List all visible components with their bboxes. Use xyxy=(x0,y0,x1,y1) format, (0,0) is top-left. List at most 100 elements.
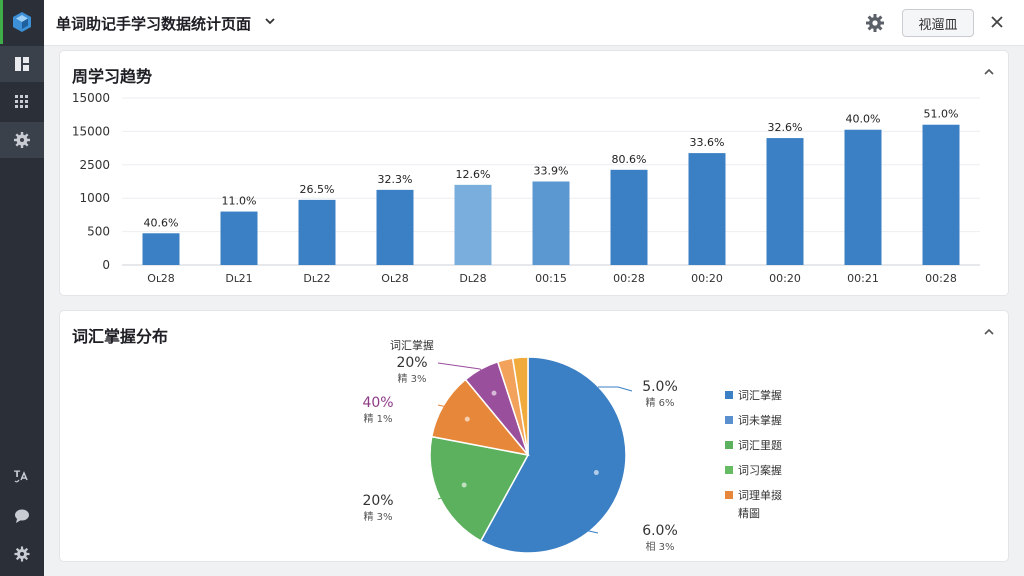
sidebar-item-settings-gear[interactable] xyxy=(0,122,44,158)
bar[interactable] xyxy=(610,169,648,265)
sidebar-item-preferences[interactable] xyxy=(0,536,44,572)
bar[interactable] xyxy=(220,211,258,265)
x-tick-label: 00:28 xyxy=(925,272,957,285)
y-tick-label: 2500 xyxy=(79,158,110,172)
y-tick-label: 500 xyxy=(87,225,110,239)
legend-extra-label: 精圖 xyxy=(738,507,760,520)
vocab-distribution-title: 词汇掌握分布 xyxy=(72,327,169,346)
weekly-trend-chart: 0 500 1000 2500 15000 15000 40.6% Oւ28 11.0% Dւ21… xyxy=(72,91,980,285)
bar-data-label: 32.6% xyxy=(768,121,803,134)
x-tick-label: Oւ28 xyxy=(147,272,174,285)
header-action-button[interactable]: 视遛皿 xyxy=(902,9,974,37)
y-tick-label: 1000 xyxy=(79,191,110,205)
y-tick-label: 15000 xyxy=(72,91,110,105)
callout-leader xyxy=(565,516,599,534)
svg-text:T: T xyxy=(14,470,21,480)
callout-heading: 词汇掌握 xyxy=(390,338,434,352)
x-tick-label: 00:21 xyxy=(847,272,879,285)
callout-sub: 精 3% xyxy=(397,372,426,385)
bar-data-label: 51.0% xyxy=(924,108,959,121)
settings-gear-icon[interactable] xyxy=(864,12,886,34)
y-tick-label: 0 xyxy=(102,258,110,272)
callout-percent: 20% xyxy=(396,355,427,371)
sidebar-item-messages[interactable] xyxy=(0,498,44,534)
translate-icon: T xyxy=(14,470,28,483)
legend-label: 词理单掇 xyxy=(738,489,782,502)
legend-swatch xyxy=(725,416,733,424)
pie-slice[interactable] xyxy=(479,356,627,554)
bar-data-label: 32.3% xyxy=(378,173,413,186)
sidebar-item-dashboard[interactable] xyxy=(0,46,44,82)
bar-data-label: 40.0% xyxy=(846,113,881,126)
legend-swatch xyxy=(725,441,733,449)
callout-percent: 5.0% xyxy=(642,379,678,395)
vocab-distribution-panel: 词汇掌握分布 词汇掌握 20% 精 3% 40% 精 1% 20% 精 3% 5.0% 精 6%… xyxy=(59,310,1009,562)
callout-leader xyxy=(437,488,461,500)
x-tick-label: Oւ28 xyxy=(381,272,408,285)
callout-leader xyxy=(437,362,489,380)
x-tick-label: Dւ21 xyxy=(225,272,252,285)
callout-sub: 相 3% xyxy=(645,540,674,553)
bar[interactable] xyxy=(688,153,726,265)
logo-icon xyxy=(13,12,31,32)
app-logo[interactable] xyxy=(0,0,44,44)
pie-slice[interactable] xyxy=(429,435,530,542)
x-tick-label: 00:20 xyxy=(691,272,723,285)
weekly-trend-title: 周学习趋势 xyxy=(72,67,153,86)
callout-percent: 20% xyxy=(362,493,393,509)
pie-slice[interactable] xyxy=(511,356,529,456)
sidebar-item-grid[interactable] xyxy=(0,84,44,120)
slice-marker xyxy=(461,482,467,488)
bar[interactable] xyxy=(454,184,492,265)
slice-marker xyxy=(491,390,497,396)
bar[interactable] xyxy=(298,199,336,265)
bar-data-label: 80.6% xyxy=(612,153,647,166)
bar[interactable] xyxy=(766,138,804,265)
legend-label: 词汇里题 xyxy=(738,439,782,452)
bar-data-label: 33.9% xyxy=(534,165,569,178)
dashboard-icon xyxy=(15,57,29,71)
slice-marker xyxy=(464,416,470,422)
callout-leader xyxy=(437,404,473,418)
x-tick-label: 00:28 xyxy=(613,272,645,285)
sidebar-item-translate[interactable]: T xyxy=(0,458,44,494)
bar[interactable] xyxy=(532,181,570,266)
bar-data-label: 33.6% xyxy=(690,136,725,149)
close-icon[interactable] xyxy=(989,14,1005,30)
callout-percent: 6.0% xyxy=(642,523,678,539)
chevron-up-icon[interactable] xyxy=(982,325,996,339)
bar[interactable] xyxy=(376,189,414,265)
callout-leader xyxy=(598,386,633,392)
chevron-down-icon[interactable] xyxy=(263,14,277,28)
chat-icon xyxy=(15,509,29,523)
page-title: 单词助记手学习数据统计页面 xyxy=(56,15,252,33)
bar[interactable] xyxy=(922,124,960,265)
callout-sub: 精 1% xyxy=(363,412,392,425)
weekly-trend-panel: 周学习趋势 0 500 1000 2500 15000 15000 40.6% Oւ28 11.… xyxy=(59,50,1009,296)
sidebar: T xyxy=(0,0,44,576)
sidebar-accent xyxy=(0,0,3,44)
legend-label: 词未掌握 xyxy=(738,413,782,427)
bar-data-label: 11.0% xyxy=(222,195,257,208)
x-tick-label: Dւ22 xyxy=(303,272,330,285)
bar[interactable] xyxy=(142,233,180,265)
legend-swatch xyxy=(725,491,733,499)
x-tick-label: Dւ28 xyxy=(459,272,486,285)
x-tick-label: 00:15 xyxy=(535,272,567,285)
bar-data-label: 26.5% xyxy=(300,183,335,196)
chevron-up-icon[interactable] xyxy=(982,65,996,79)
pie-slice[interactable] xyxy=(430,378,530,457)
legend-swatch xyxy=(725,391,733,399)
gear-icon xyxy=(14,546,30,562)
bar-data-label: 12.6% xyxy=(456,168,491,181)
legend-label: 词习案握 xyxy=(738,463,782,477)
legend-swatch xyxy=(725,466,733,474)
legend-label: 词汇掌握 xyxy=(738,388,782,402)
x-tick-label: 00:20 xyxy=(769,272,801,285)
callout-sub: 精 6% xyxy=(645,396,674,409)
bar[interactable] xyxy=(844,129,882,265)
y-tick-label: 15000 xyxy=(72,124,110,138)
grid-icon xyxy=(15,95,28,108)
bar-data-label: 40.6% xyxy=(144,216,179,229)
